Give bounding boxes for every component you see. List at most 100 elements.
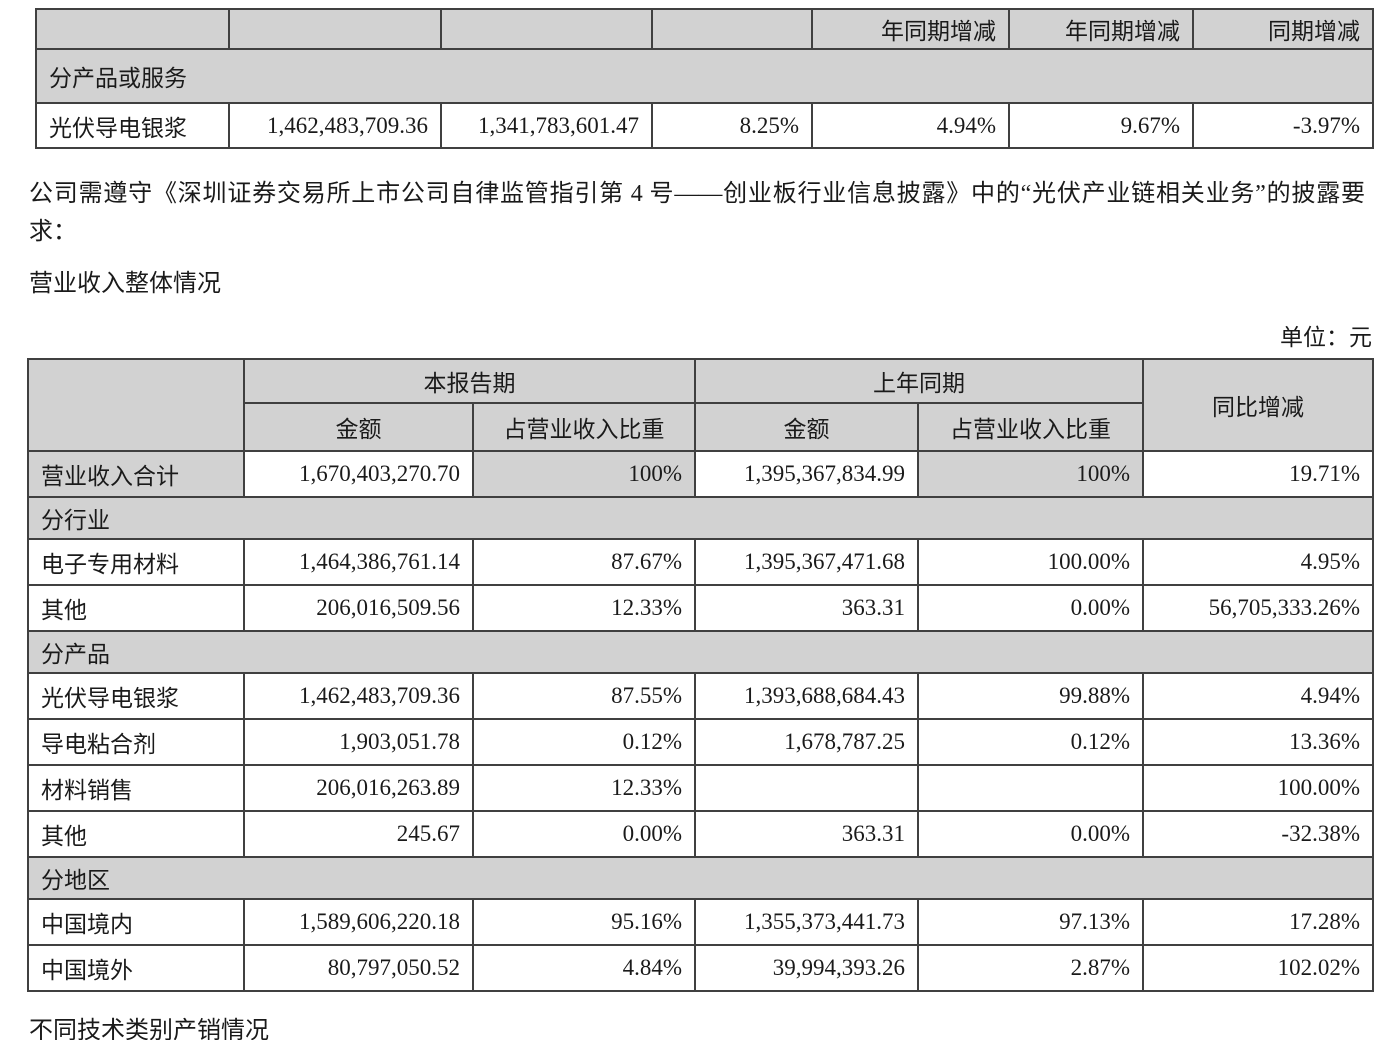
cell-value: 19.71% — [1142, 450, 1374, 498]
cell-value: 1,395,367,834.99 — [694, 450, 919, 498]
cell-value: 0.00% — [917, 584, 1144, 632]
cell-value: 97.13% — [917, 898, 1144, 946]
cell-value: 1,393,688,684.43 — [694, 672, 919, 720]
cell-value: 17.28% — [1142, 898, 1374, 946]
header-cell-empty — [440, 8, 653, 50]
cell-value: 87.55% — [472, 672, 696, 720]
cell-value: 87.67% — [472, 538, 696, 586]
amount-header: 金额 — [243, 402, 474, 452]
unit-label: 单位：元 — [1280, 325, 1372, 350]
row-label: 其他 — [27, 810, 245, 858]
row-label: 中国境内 — [27, 898, 245, 946]
table-row: 光伏导电银浆 1,462,483,709.36 87.55% 1,393,688,68… — [27, 672, 1374, 720]
cell-value: 0.12% — [917, 718, 1144, 766]
product-service-table-header: 年同期增减 年同期增减 同期增减 — [35, 8, 1374, 50]
cell-value: 245.67 — [243, 810, 474, 858]
cell-value: 4.84% — [472, 944, 696, 992]
cell-value: 100.00% — [1142, 764, 1374, 812]
cell-value: 1,903,051.78 — [243, 718, 474, 766]
header-cell: 年同期增减 — [1008, 8, 1194, 50]
cell-value: 1,464,386,761.14 — [243, 538, 474, 586]
cell-value: 102.02% — [1142, 944, 1374, 992]
cell-value: 2.87% — [917, 944, 1144, 992]
row-label: 材料销售 — [27, 764, 245, 812]
cell-value: 100.00% — [917, 538, 1144, 586]
cell-value: 13.36% — [1142, 718, 1374, 766]
cell-value: 1,355,373,441.73 — [694, 898, 919, 946]
table-row: 电子专用材料 1,464,386,761.14 87.67% 1,395,367,47… — [27, 538, 1374, 586]
cell-value: 9.67% — [1008, 102, 1194, 149]
row-label: 营业收入合计 — [27, 450, 245, 498]
footer-text: 不同技术类别产销情况 — [29, 1018, 269, 1040]
cell-value: 1,462,483,709.36 — [243, 672, 474, 720]
corner-cell — [27, 358, 245, 452]
section-label: 分产品或服务 — [35, 48, 1374, 104]
cell-value: 100% — [472, 450, 696, 498]
header-cell: 同期增减 — [1192, 8, 1374, 50]
cell-value: 99.88% — [917, 672, 1144, 720]
cell-value: -3.97% — [1192, 102, 1374, 149]
revenue-overview-table: 本报告期 上年同期 同比增减 金额 占营业收入比重 金额 占营业收入比重 营业收… — [27, 358, 1374, 992]
row-label: 导电粘合剂 — [27, 718, 245, 766]
prior-period-header: 上年同期 — [694, 358, 1144, 404]
cell-value — [917, 764, 1144, 812]
cell-value: 95.16% — [472, 898, 696, 946]
section-label: 分地区 — [27, 856, 1374, 900]
header-cell: 年同期增减 — [811, 8, 1010, 50]
cell-value: 12.33% — [472, 764, 696, 812]
row-label: 光伏导电银浆 — [35, 102, 230, 149]
table-row: 其他 206,016,509.56 12.33% 363.31 0.00% 56,705,… — [27, 584, 1374, 632]
revenue-table-header: 本报告期 上年同期 同比增减 金额 占营业收入比重 金额 占营业收入比重 — [27, 358, 1374, 452]
section-row: 分产品 — [27, 630, 1374, 674]
row-label: 光伏导电银浆 — [27, 672, 245, 720]
table-row: 中国境外 80,797,050.52 4.84% 39,994,393.26 2.87%… — [27, 944, 1374, 992]
cell-value: 12.33% — [472, 584, 696, 632]
row-label: 电子专用材料 — [27, 538, 245, 586]
cell-value: 4.94% — [1142, 672, 1374, 720]
table-row: 导电粘合剂 1,903,051.78 0.12% 1,678,787.25 0.12% 1… — [27, 718, 1374, 766]
header-row-measures: 金额 占营业收入比重 金额 占营业收入比重 — [28, 402, 1373, 452]
cell-value: 0.12% — [472, 718, 696, 766]
cell-value: 1,670,403,270.70 — [243, 450, 474, 498]
cell-value: 206,016,263.89 — [243, 764, 474, 812]
cell-value — [694, 764, 919, 812]
cell-value: 1,341,783,601.47 — [440, 102, 653, 149]
share-header: 占营业收入比重 — [472, 402, 696, 452]
cell-value: 0.00% — [917, 810, 1144, 858]
section-label: 分行业 — [27, 496, 1374, 540]
product-service-table: 年同期增减 年同期增减 同期增减 分产品或服务 光伏导电银浆 1,462,483,709… — [35, 8, 1374, 149]
yoy-header: 同比增减 — [1142, 358, 1374, 452]
cell-value: 0.00% — [472, 810, 696, 858]
section-row: 分产品或服务 — [35, 48, 1374, 104]
cell-value: 1,589,606,220.18 — [243, 898, 474, 946]
cell-value: 4.94% — [811, 102, 1010, 149]
cell-value: 363.31 — [694, 810, 919, 858]
cell-value: 206,016,509.56 — [243, 584, 474, 632]
cell-value: 56,705,333.26% — [1142, 584, 1374, 632]
cell-value: 1,462,483,709.36 — [228, 102, 442, 149]
header-cell-empty — [651, 8, 813, 50]
row-label: 其他 — [27, 584, 245, 632]
header-row: 年同期增减 年同期增减 同期增减 — [35, 8, 1374, 50]
table-row: 中国境内 1,589,606,220.18 95.16% 1,355,373,441.… — [27, 898, 1374, 946]
current-period-header: 本报告期 — [243, 358, 696, 404]
cell-value: 4.95% — [1142, 538, 1374, 586]
section-row: 分行业 — [27, 496, 1374, 540]
table-row: 其他 245.67 0.00% 363.31 0.00% -32.38% — [27, 810, 1374, 858]
row-label: 中国境外 — [27, 944, 245, 992]
table-row: 光伏导电银浆 1,462,483,709.36 1,341,783,601.47 8.… — [35, 102, 1374, 149]
table-row: 材料销售 206,016,263.89 12.33% 100.00% — [27, 764, 1374, 812]
cell-value: 80,797,050.52 — [243, 944, 474, 992]
cell-value: 100% — [917, 450, 1144, 498]
disclosure-paragraph: 公司需遵守《深圳证券交易所上市公司自律监管指引第 4 号——创业板行业信息披露》… — [29, 181, 1365, 245]
total-row: 营业收入合计 1,670,403,270.70 100% 1,395,367,834.… — [27, 450, 1374, 498]
header-row-periods: 本报告期 上年同期 同比增减 — [27, 358, 1374, 452]
cell-value: -32.38% — [1142, 810, 1374, 858]
section-title: 营业收入整体情况 — [29, 271, 221, 297]
share-header: 占营业收入比重 — [917, 402, 1144, 452]
header-cell-empty — [228, 8, 442, 50]
amount-header: 金额 — [694, 402, 919, 452]
section-label: 分产品 — [27, 630, 1374, 674]
cell-value: 1,395,367,471.68 — [694, 538, 919, 586]
